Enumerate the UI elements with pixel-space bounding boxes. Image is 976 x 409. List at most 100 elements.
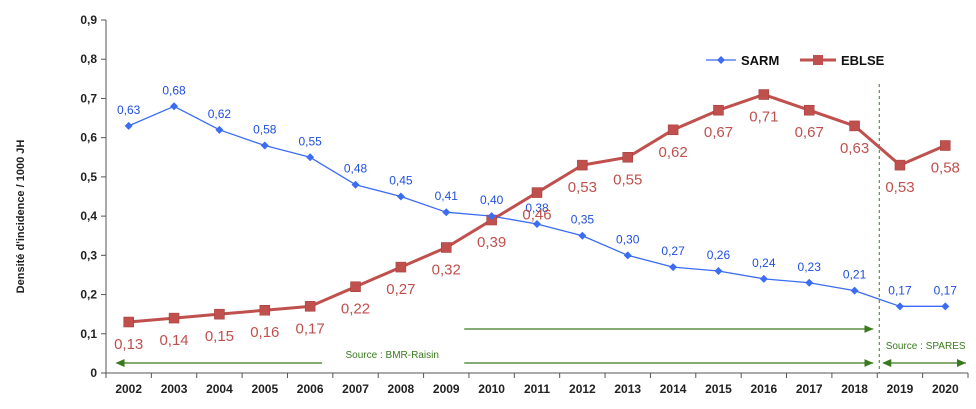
- x-tick-label: 2020: [932, 382, 959, 396]
- source-2-label: Source : SPARES: [886, 341, 966, 352]
- x-tick-label: 2003: [161, 382, 188, 396]
- sarm-point: [850, 286, 859, 295]
- x-tick-label: 2019: [887, 382, 914, 396]
- sarm-point: [442, 208, 451, 217]
- x-tick-label: 2002: [115, 382, 142, 396]
- annotations: Source : BMR-Raisin Source : SPARES: [115, 84, 966, 373]
- sarm-data-label: 0,58: [253, 123, 277, 137]
- sarm-data-label: 0,35: [571, 213, 595, 227]
- sarm-data-label: 0,55: [298, 134, 322, 148]
- eblse-point: [441, 242, 452, 253]
- eblse-data-label: 0,22: [341, 301, 370, 318]
- x-tick-label: 2004: [206, 382, 233, 396]
- x-tick-label: 2014: [660, 382, 687, 396]
- eblse-data-label: 0,16: [250, 324, 279, 341]
- eblse-data-label: 0,67: [704, 124, 733, 141]
- y-tick-label: 0,4: [80, 209, 97, 223]
- eblse-data-label: 0,27: [386, 281, 415, 298]
- sarm-data-label: 0,30: [616, 232, 640, 246]
- sarm-data-label: 0,63: [117, 103, 141, 117]
- legend-sarm-marker: [717, 56, 725, 64]
- sarm-data-label: 0,27: [661, 244, 685, 258]
- y-tick-label: 0: [90, 366, 97, 380]
- eblse-data-label: 0,53: [885, 179, 914, 196]
- eblse-data-label: 0,58: [931, 160, 960, 177]
- x-tick-label: 2011: [524, 382, 550, 396]
- eblse-point: [168, 312, 180, 324]
- sarm-data-label: 0,68: [162, 83, 186, 97]
- eblse-point: [667, 124, 679, 136]
- y-tick-label: 0,8: [80, 52, 97, 66]
- x-tick-label: 2016: [750, 382, 777, 396]
- eblse-point: [894, 159, 906, 171]
- y-tick-label: 0,6: [80, 131, 97, 145]
- legend-sarm-label: SARM: [741, 53, 779, 68]
- y-tick-label: 0,5: [80, 170, 97, 184]
- sarm-data-label: 0,40: [480, 193, 504, 207]
- eblse-data-label: 0,67: [795, 124, 824, 141]
- sarm-point: [487, 212, 496, 221]
- sarm-data-label: 0,62: [208, 107, 232, 121]
- eblse-data-label: 0,15: [205, 328, 234, 345]
- eblse-point: [713, 104, 724, 116]
- y-tick-label: 0,9: [80, 13, 97, 27]
- eblse-point: [940, 140, 951, 151]
- sarm-data-label: 0,21: [843, 268, 867, 282]
- y-axis-title: Densité d'incidence / 1000 JH: [15, 140, 27, 294]
- sarm-data-label: 0,17: [934, 283, 958, 297]
- sarm-point: [124, 121, 133, 130]
- sarm-point: [533, 219, 541, 228]
- eblse-data-label: 0,63: [840, 140, 869, 157]
- eblse-data-label: 0,17: [296, 320, 325, 337]
- sarm-point: [215, 125, 224, 134]
- eblse-point: [577, 159, 588, 171]
- axes: 0 0,1 0,2 0,3 0,4 0,5 0,6 0,7 0,8 0,9 2002 2003 2004…: [15, 13, 969, 396]
- sarm-point: [578, 231, 587, 240]
- sarm-point: [759, 274, 768, 283]
- legend: SARM EBLSE: [706, 53, 885, 68]
- x-tick-label: 2015: [705, 382, 732, 396]
- eblse-point: [622, 152, 633, 163]
- sarm-data-label: 0,23: [798, 260, 822, 274]
- sarm-point: [170, 102, 179, 111]
- sarm-point: [714, 267, 723, 276]
- sarm-point: [260, 141, 269, 150]
- eblse-point: [350, 281, 361, 292]
- eblse-point: [803, 104, 815, 116]
- eblse-data-label: 0,53: [568, 179, 597, 196]
- eblse-point: [304, 301, 316, 312]
- legend-eblse-label: EBLSE: [841, 53, 885, 68]
- x-tick-label: 2007: [342, 382, 369, 396]
- sarm-data-label: 0,26: [707, 248, 731, 262]
- eblse-data-label: 0,62: [659, 144, 688, 161]
- x-tick-label: 2010: [478, 382, 505, 396]
- source-1-label: Source : BMR-Raisin: [346, 350, 439, 361]
- eblse-point: [123, 316, 134, 328]
- sarm-point: [623, 251, 632, 260]
- x-tick-label: 2012: [569, 382, 596, 396]
- eblse-data-label: 0,46: [522, 207, 551, 224]
- y-tick-label: 0,2: [80, 288, 97, 302]
- sarm-data-label: 0,17: [888, 283, 912, 297]
- sarm-point: [351, 180, 360, 189]
- eblse-point: [259, 304, 271, 316]
- sarm-data-label: 0,45: [389, 174, 413, 188]
- x-tick-label: 2018: [841, 382, 868, 396]
- sarm-point: [941, 302, 950, 311]
- eblse-point: [395, 261, 407, 273]
- x-tick-label: 2009: [433, 382, 460, 396]
- y-tick-label: 0,1: [80, 327, 97, 341]
- sarm-data-label: 0,38: [525, 201, 549, 215]
- sarm-point: [669, 263, 678, 272]
- eblse-data-label: 0,71: [749, 109, 778, 126]
- eblse-point: [758, 89, 770, 100]
- y-tick-label: 0,3: [80, 248, 97, 262]
- data-labels: 0,63 0,68 0,62 0,58 0,55 0,48 0,45 0,41 0,40 0,38…: [114, 83, 960, 353]
- y-tick-label: 0,7: [80, 91, 97, 105]
- eblse-point: [531, 187, 543, 198]
- eblse-data-label: 0,13: [114, 336, 143, 353]
- legend-eblse-marker: [813, 55, 823, 65]
- eblse-data-label: 0,55: [613, 171, 642, 188]
